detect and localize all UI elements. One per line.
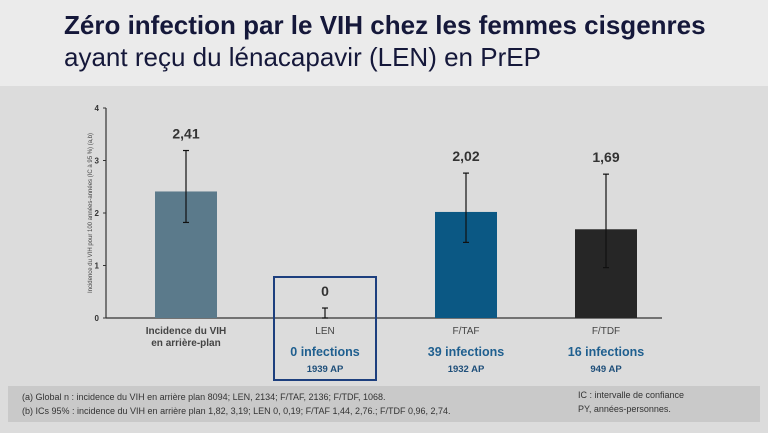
y-axis-label: Incidence du VIH pour 100 années-années … (88, 133, 94, 293)
footnote-a: (a) Global n : incidence du VIH en arriè… (22, 392, 386, 402)
plot-panel (0, 86, 768, 386)
category-label: en arrière-plan (151, 338, 220, 349)
infections-count: 16 infections (568, 345, 644, 359)
y-tick-label: 0 (95, 314, 100, 323)
title-line-2: ayant reçu du lénacapavir (LEN) en PrEP (64, 42, 541, 72)
bar-chart: 0 1 2 3 4 Incidence du VIH pour 100 années-an… (0, 86, 768, 386)
person-years: 949 AP (590, 364, 622, 375)
person-years: 1932 AP (448, 364, 485, 375)
data-label: 0 (321, 283, 329, 299)
footnotes: (a) Global n : incidence du VIH en arriè… (8, 386, 760, 422)
legend-ic: IC : intervalle de confiance (578, 390, 685, 400)
y-tick-label: 3 (95, 157, 100, 166)
person-years: 1939 AP (307, 364, 344, 375)
title-line-1: Zéro infection par le VIH chez les femme… (64, 10, 706, 40)
legend-py: PY, années-personnes. (578, 404, 671, 414)
data-label: 2,41 (172, 126, 199, 142)
data-label: 1,69 (592, 149, 619, 165)
infections-count: 0 infections (290, 345, 360, 359)
infections-count: 39 infections (428, 345, 504, 359)
y-tick-label: 1 (95, 262, 100, 271)
footnote-b: (b) ICs 95% : incidence du VIH en arrièr… (22, 406, 451, 416)
category-label: Incidence du VIH (146, 326, 227, 337)
data-label: 2,02 (452, 148, 479, 164)
category-label: F/TAF (452, 326, 479, 337)
y-tick-label: 4 (95, 104, 100, 113)
category-label: F/TDF (592, 326, 620, 337)
highlight-box (273, 276, 377, 381)
title-bar: Zéro infection par le VIH chez les femme… (0, 0, 768, 86)
y-tick-label: 2 (95, 209, 100, 218)
category-label: LEN (315, 326, 334, 337)
